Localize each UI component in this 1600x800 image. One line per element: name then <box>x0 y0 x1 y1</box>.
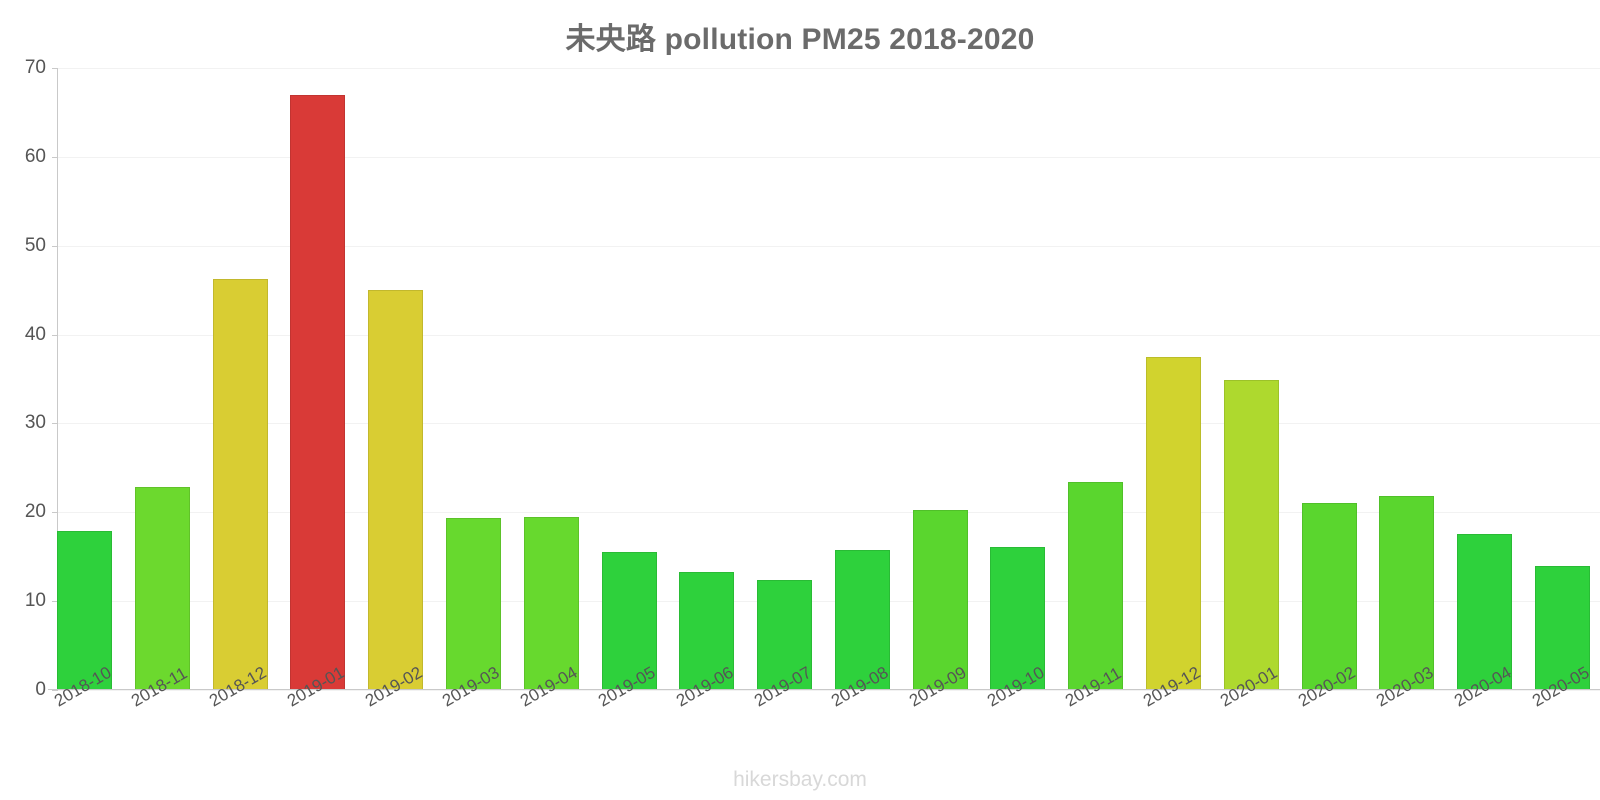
y-tick-mark <box>52 68 58 69</box>
bar-2018-10[interactable] <box>57 530 112 689</box>
bar-2019-01[interactable] <box>290 95 346 689</box>
gridline <box>57 601 1600 603</box>
bar-2019-11[interactable] <box>1068 481 1124 689</box>
y-tick-label: 60 <box>24 145 46 167</box>
bar-2019-05[interactable] <box>601 552 657 689</box>
x-axis-line <box>48 689 1600 690</box>
bar-2020-05[interactable] <box>1535 565 1590 689</box>
y-axis-line <box>57 68 58 690</box>
bar-2019-04[interactable] <box>523 516 579 689</box>
bar-2020-04[interactable] <box>1457 534 1513 689</box>
bar-2020-03[interactable] <box>1379 496 1435 689</box>
bar-2020-01[interactable] <box>1223 379 1279 689</box>
bar-2019-09[interactable] <box>912 510 968 689</box>
x-axis-labels: 2018-10 2018-11 2018-12 2019-01 2019-02 2019-… <box>48 663 1600 774</box>
y-tick-label: 10 <box>24 590 46 612</box>
y-tick-label: 0 <box>35 679 46 700</box>
bar-2019-10[interactable] <box>990 546 1046 689</box>
y-tick-label: 50 <box>24 234 46 256</box>
bar-2018-12[interactable] <box>212 279 268 689</box>
y-tick-mark <box>52 245 58 247</box>
y-tick-mark <box>52 512 58 514</box>
y-tick-mark <box>52 156 58 158</box>
chart-title: 未央路 pollution PM25 2018-2020 <box>565 23 1035 56</box>
y-tick-mark <box>52 334 58 336</box>
bar-2019-07[interactable] <box>757 579 813 689</box>
y-tick-mark <box>52 601 58 603</box>
bar-2019-02[interactable] <box>368 290 424 689</box>
plot-area: 0 10 20 30 40 50 60 70 <box>25 57 1600 700</box>
bar-series <box>48 68 1600 690</box>
y-tick-label: 20 <box>24 501 46 523</box>
gridline <box>57 423 1600 425</box>
bar-2019-08[interactable] <box>834 550 890 689</box>
gridline <box>57 156 1600 158</box>
watermark-label: hikersbay.com <box>733 768 867 791</box>
gridline <box>57 245 1600 247</box>
bar-2019-06[interactable] <box>679 571 735 689</box>
bar-2020-02[interactable] <box>1301 503 1357 689</box>
bar-2018-11[interactable] <box>134 487 190 689</box>
gridline <box>57 334 1600 336</box>
y-tick-label: 30 <box>24 412 46 434</box>
y-tick-mark <box>52 690 58 691</box>
bar-2019-03[interactable] <box>445 517 501 689</box>
gridline <box>57 512 1600 514</box>
gridline <box>57 690 1600 691</box>
gridline <box>57 68 1600 69</box>
bar-2019-12[interactable] <box>1146 356 1202 689</box>
y-tick-mark <box>52 423 58 425</box>
y-tick-label: 70 <box>24 57 46 78</box>
y-tick-label: 40 <box>24 323 46 345</box>
